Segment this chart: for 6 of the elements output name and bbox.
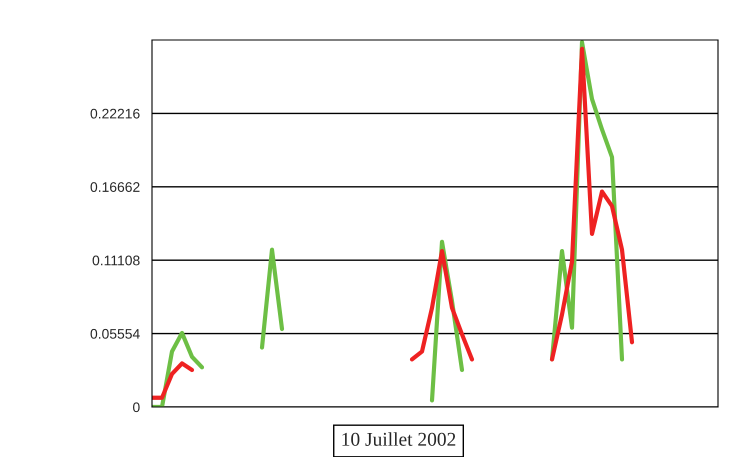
y-tick-label: 0 (133, 402, 140, 412)
y-tick-label: 0.22216 (90, 108, 140, 119)
y-tick-label: 0.16662 (90, 182, 140, 192)
text: 10 Juillet 2002 (342, 432, 456, 446)
y-tick-label: 0.05554 (90, 328, 140, 339)
y-tick-label: 0.11108 (92, 256, 140, 266)
